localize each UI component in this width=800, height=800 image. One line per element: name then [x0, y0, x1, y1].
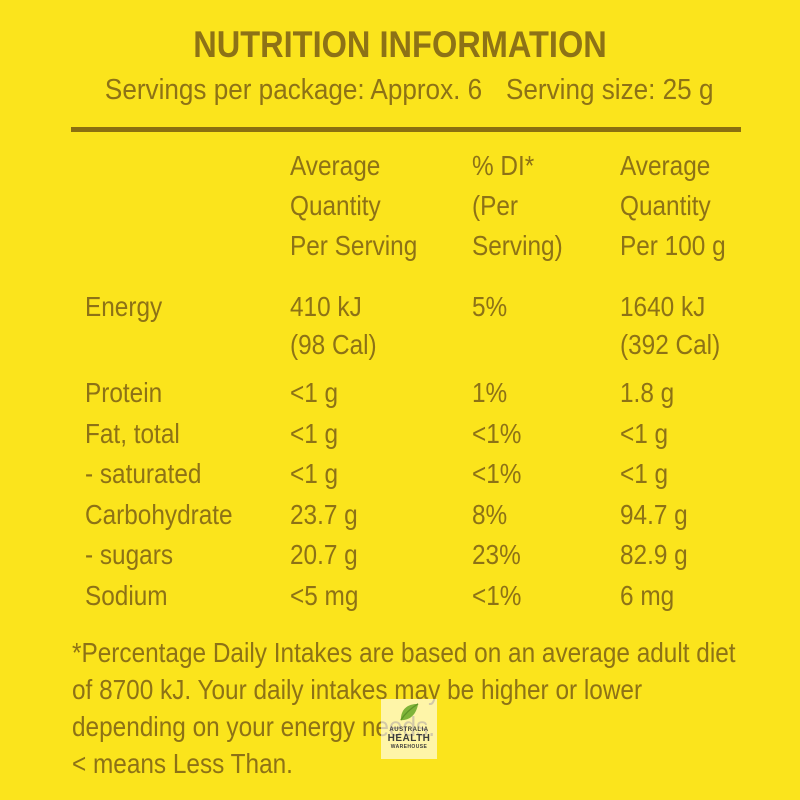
footnote-line: < means Less Than. — [72, 748, 293, 779]
serving-info: Servings per package: Approx. 6 Serving … — [0, 74, 800, 107]
footnote-line: of 8700 kJ. Your daily intakes may be hi… — [72, 674, 643, 705]
value-text: <1 g — [620, 458, 669, 489]
value-text: 5% — [472, 291, 508, 322]
row-label: Protein — [85, 374, 290, 415]
row-label: Fat, total — [85, 415, 290, 456]
panel-title: NUTRITION INFORMATION — [0, 24, 800, 66]
row-value-per-serving: 20.7 g — [290, 536, 472, 577]
column-header-di: % DI* (Per Serving) — [472, 146, 620, 288]
row-value-di: 1% — [472, 374, 620, 415]
nutrient-name: Carbohydrate — [85, 498, 233, 530]
panel-title-text: NUTRITION INFORMATION — [193, 24, 607, 65]
column-header-text: Average — [290, 150, 381, 181]
value-text: <1 g — [290, 417, 339, 449]
value-text: (98 Cal) — [290, 329, 377, 360]
nutrient-name: Fat, total — [85, 417, 180, 449]
nutrition-table: Average Quantity Per Serving % DI* (Per … — [85, 146, 745, 617]
row-label: - sugars — [85, 536, 290, 577]
column-header-text: Serving) — [472, 230, 563, 261]
column-header-text: Quantity — [620, 190, 711, 221]
value-text: 20.7 g — [290, 539, 358, 570]
divider-rule — [71, 127, 741, 132]
row-value-di: 5% — [472, 288, 620, 374]
row-label: Carbohydrate — [85, 496, 290, 537]
value-text: 8% — [472, 498, 508, 530]
servings-per-package: Servings per package: Approx. 6 — [105, 74, 483, 106]
row-value-per-serving: <1 g — [290, 455, 472, 496]
column-header-per-100g: Average Quantity Per 100 g — [620, 146, 745, 288]
footnote-line: depending on your energy needs. — [72, 711, 435, 742]
row-value-per-100g: 1.8 g — [620, 374, 745, 415]
value-text: <1 g — [290, 377, 339, 408]
nutrient-name: - sugars — [85, 539, 174, 570]
column-header-text: % DI* — [472, 150, 535, 181]
row-value-per-100g: <1 g — [620, 415, 745, 456]
row-label: Energy — [85, 288, 290, 374]
nutrient-name: Energy — [85, 291, 163, 322]
watermark-logo: AUSTRALIA HEALTH WAREHOUSE — [381, 699, 437, 759]
column-header-per-serving: Average Quantity Per Serving — [290, 146, 472, 288]
value-text: 23.7 g — [290, 498, 358, 530]
row-value-per-100g: 82.9 g — [620, 536, 745, 577]
watermark-text: WAREHOUSE — [390, 744, 428, 750]
value-text: 82.9 g — [620, 539, 688, 570]
value-text: <1% — [472, 458, 522, 489]
value-text: <5 mg — [290, 579, 359, 611]
nutrient-name: Sodium — [85, 579, 168, 611]
row-value-per-100g: <1 g — [620, 455, 745, 496]
footnote: *Percentage Daily Intakes are based on a… — [72, 634, 752, 782]
column-header-empty — [85, 146, 290, 288]
value-text: <1 g — [620, 417, 669, 449]
row-value-per-serving: <1 g — [290, 415, 472, 456]
value-text: 6 mg — [620, 579, 675, 611]
value-text: <1% — [472, 417, 522, 449]
column-header-text: Per Serving — [290, 230, 418, 261]
row-value-di: <1% — [472, 577, 620, 618]
nutrient-name: - saturated — [85, 458, 202, 489]
row-value-di: 8% — [472, 496, 620, 537]
watermark-text: HEALTH — [387, 733, 431, 744]
column-header-text: Per 100 g — [620, 230, 726, 261]
value-text: (392 Cal) — [620, 329, 721, 360]
row-value-per-serving: 410 kJ (98 Cal) — [290, 288, 472, 374]
value-text: <1% — [472, 579, 522, 611]
row-value-per-serving: <1 g — [290, 374, 472, 415]
row-label: - saturated — [85, 455, 290, 496]
row-value-per-100g: 6 mg — [620, 577, 745, 618]
row-value-per-100g: 94.7 g — [620, 496, 745, 537]
footnote-line: *Percentage Daily Intakes are based on a… — [72, 637, 736, 668]
serving-size: Serving size: 25 g — [506, 74, 714, 106]
nutrient-name: Protein — [85, 377, 163, 408]
row-value-per-100g: 1640 kJ (392 Cal) — [620, 288, 745, 374]
row-value-di: 23% — [472, 536, 620, 577]
column-header-text: Quantity — [290, 190, 381, 221]
row-value-per-serving: 23.7 g — [290, 496, 472, 537]
value-text: 23% — [472, 539, 521, 570]
value-text: 94.7 g — [620, 498, 688, 530]
row-label: Sodium — [85, 577, 290, 618]
value-text: 410 kJ — [290, 291, 362, 322]
row-value-di: <1% — [472, 415, 620, 456]
value-text: 1640 kJ — [620, 291, 706, 322]
value-text: 1.8 g — [620, 377, 675, 408]
row-value-per-serving: <5 mg — [290, 577, 472, 618]
value-text: 1% — [472, 377, 508, 408]
column-header-text: (Per — [472, 190, 519, 221]
column-header-text: Average — [620, 150, 711, 181]
watermark-text: AUSTRALIA — [389, 727, 429, 733]
row-value-di: <1% — [472, 455, 620, 496]
leaf-icon — [397, 702, 421, 726]
value-text: <1 g — [290, 458, 339, 489]
